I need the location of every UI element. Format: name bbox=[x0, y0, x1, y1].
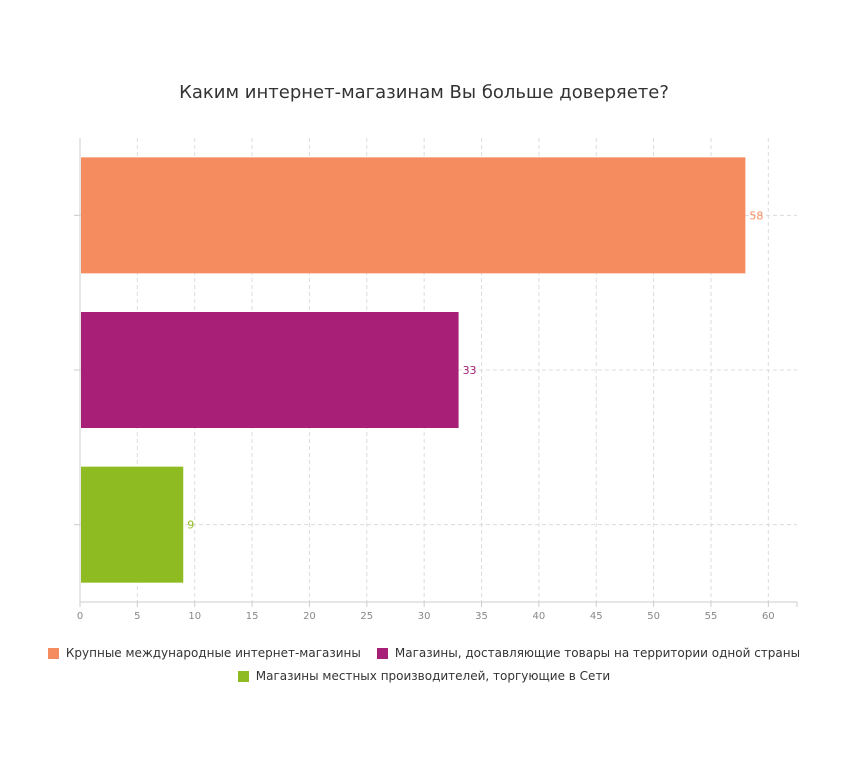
x-axis-ticks: 0 5 10 15 20 25 30 35 40 45 50 55 60 bbox=[77, 602, 798, 622]
bar bbox=[81, 466, 184, 583]
chart-title: Каким интернет-магазинам Вы больше довер… bbox=[179, 82, 669, 103]
legend-row-1: Крупные международные интернет-магазины … bbox=[0, 646, 848, 660]
bar-value-label: 58 bbox=[749, 209, 763, 222]
legend-item-international[interactable]: Крупные международные интернет-магазины bbox=[47, 646, 361, 660]
x-tick-label: 15 bbox=[246, 611, 259, 622]
x-tick-label: 0 bbox=[77, 611, 83, 622]
legend-label: Крупные международные интернет-магазины bbox=[65, 646, 361, 660]
x-tick-label: 55 bbox=[705, 611, 718, 622]
legend-label: Магазины, доставляющие товары на террито… bbox=[394, 646, 801, 660]
x-tick-label: 5 bbox=[134, 611, 140, 622]
x-tick-label: 20 bbox=[303, 611, 316, 622]
x-tick-label: 10 bbox=[188, 611, 201, 622]
x-tick-label: 50 bbox=[647, 611, 660, 622]
legend-row-2: Магазины местных производителей, торгующ… bbox=[0, 669, 848, 683]
bar-value-label: 33 bbox=[463, 364, 477, 377]
legend-item-national[interactable]: Магазины, доставляющие товары на террито… bbox=[376, 646, 801, 660]
x-tick-label: 40 bbox=[533, 611, 546, 622]
axes bbox=[74, 138, 797, 603]
legend-swatch bbox=[376, 647, 388, 659]
legend-item-local[interactable]: Магазины местных производителей, торгующ… bbox=[237, 669, 611, 683]
bar bbox=[81, 312, 459, 428]
x-tick-label: 45 bbox=[590, 611, 603, 622]
legend-label: Магазины местных производителей, торгующ… bbox=[255, 669, 611, 683]
legend-swatch bbox=[237, 670, 249, 682]
bars: 58 33 9 bbox=[81, 157, 763, 583]
bar bbox=[81, 157, 746, 274]
legend-swatch bbox=[47, 647, 59, 659]
x-tick-label: 60 bbox=[762, 611, 775, 622]
x-tick-label: 30 bbox=[418, 611, 431, 622]
bar-value-label: 9 bbox=[187, 519, 194, 532]
x-tick-label: 35 bbox=[475, 611, 488, 622]
x-tick-label: 25 bbox=[360, 611, 373, 622]
